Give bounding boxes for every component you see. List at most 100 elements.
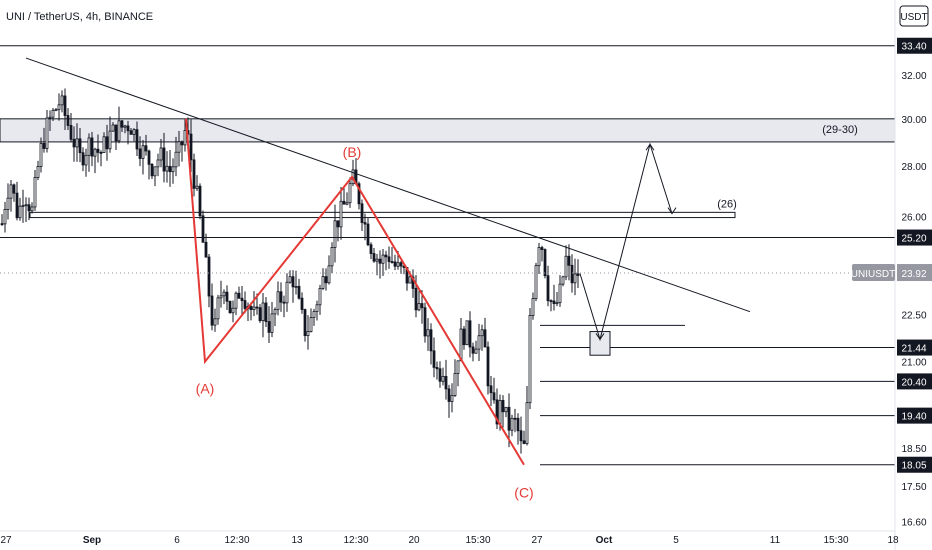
candle-body [24,204,28,207]
candle-body [369,244,373,254]
candle-body [552,300,556,305]
candle-body [498,400,502,425]
candle-body [363,222,367,225]
candle-body [444,375,448,390]
candle-body [261,302,265,322]
y-tick-label: 28.00 [901,162,926,173]
candle-body [375,258,379,262]
candle-body [327,265,331,284]
wave-line [185,118,525,466]
candle-body [249,306,253,311]
candle-body [318,288,322,306]
candle-body [183,130,187,146]
candle-body [54,109,58,111]
currency-box [899,5,929,27]
candle-body [129,130,133,135]
candle-body [153,166,157,177]
candle-body [156,159,160,168]
projection-path [579,142,673,342]
candle-body [78,138,82,154]
price-tag-bg [897,407,932,424]
candle-body [15,192,19,219]
candle-body [69,125,73,140]
candle-body [90,137,94,157]
y-tick-label: 22.50 [901,311,926,322]
y-tick-label: 30.00 [901,115,926,126]
candle-body [72,138,76,148]
candle-body [486,346,490,387]
candle-body [147,150,151,165]
x-tick-label: 11 [770,535,781,546]
candle-body [273,309,277,315]
candle-body [414,288,418,311]
candle-body [300,297,304,310]
candle-body [528,315,532,404]
candle-body [252,306,256,311]
candle-body [228,300,232,314]
candle-body [549,300,553,303]
candle-body [561,276,565,285]
candle-body [96,148,100,153]
projection-arrow [645,143,655,151]
candle-body [270,313,274,333]
candle-body [6,197,10,210]
candle-body [27,204,31,212]
candle-body [336,220,340,228]
candle-body [489,385,493,394]
candle-body [435,367,439,370]
candle-body [132,129,136,135]
candle-body [159,147,163,161]
candle-body [417,303,421,311]
candle-body [540,247,544,250]
candle-body [573,273,577,284]
candle-body [504,406,508,413]
candle-body [423,307,427,337]
price-tag-bg [897,373,932,390]
candle-body [240,297,244,301]
candle-body [75,138,79,148]
candle-body [342,200,346,205]
candle-body [330,247,334,267]
candle-body [93,148,97,157]
candle-body [387,256,391,262]
x-tick-label: 27 [0,535,12,546]
candle-body [291,276,295,288]
y-tick-label: 26.00 [901,212,926,223]
candle-body [384,254,388,258]
candle-body [111,124,115,132]
y-tick-label: 18.50 [901,444,926,455]
candle-body [180,141,184,146]
candle-body [303,309,307,337]
x-tick-label: 15:30 [823,535,848,546]
candle-body [465,320,469,346]
last-price-tag-bg [897,264,932,282]
candle-body [123,125,127,128]
candle-body [333,220,337,248]
candle-body [429,329,433,352]
zone-26-box [29,211,736,219]
candle-body [30,206,34,212]
candle-body [507,406,511,431]
candle-body [432,350,436,368]
candle-body [162,147,166,172]
candle-body [381,254,385,264]
candle-body [516,417,520,432]
x-tick-label: 6 [174,535,180,546]
candle-body [567,255,571,266]
candle-body [306,331,310,337]
candle-body [108,130,112,150]
candle-body [474,348,478,354]
x-tick-label: 12:30 [343,535,368,546]
x-tick-label: 27 [531,535,543,546]
price-tag: 25.20 [901,234,926,245]
candle-body [501,400,505,413]
candle-body [360,203,364,223]
candle-body [531,298,535,316]
candle-body [243,300,247,309]
trendline [25,57,751,313]
candle-body [102,136,106,153]
candle-body [492,392,496,401]
candle-body [396,262,400,267]
candle-body [564,255,568,278]
